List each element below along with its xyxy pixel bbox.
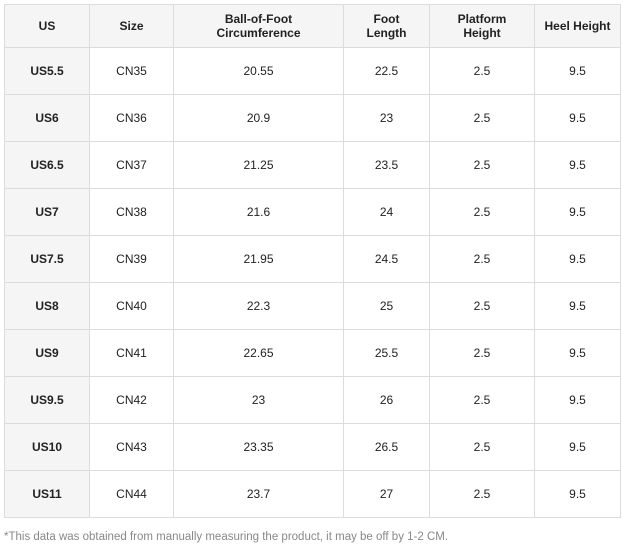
us-size-cell: US6 <box>4 94 90 142</box>
header-cell: Foot Length <box>343 4 430 48</box>
header-row: US Size Ball-of-Foot Circumference Foot Len… <box>4 4 621 48</box>
header-cell: Ball-of-Foot Circumference <box>173 4 344 48</box>
us-size-cell: US9.5 <box>4 376 90 424</box>
table-cell: 2.5 <box>429 94 535 142</box>
table-row: US6.5 CN37 21.25 23.5 2.5 9.5 <box>4 141 621 189</box>
footnote: *This data was obtained from manually me… <box>4 531 449 543</box>
table-cell: 25 <box>343 282 430 330</box>
table-cell: 2.5 <box>429 141 535 189</box>
header-cell: Platform Height <box>429 4 535 48</box>
table-cell: 2.5 <box>429 235 535 283</box>
header-cell: US <box>4 4 90 48</box>
table-cell: 2.5 <box>429 329 535 377</box>
table-cell: 2.5 <box>429 376 535 424</box>
table-cell: 21.95 <box>173 235 344 283</box>
table-row: US10 CN43 23.35 26.5 2.5 9.5 <box>4 423 621 471</box>
table-cell: CN35 <box>89 47 174 95</box>
us-size-cell: US11 <box>4 470 90 518</box>
table-cell: CN40 <box>89 282 174 330</box>
table-cell: 23.35 <box>173 423 344 471</box>
table-cell: 9.5 <box>534 470 621 518</box>
size-table: US Size Ball-of-Foot Circumference Foot Len… <box>4 4 621 518</box>
header-cell: Heel Height <box>534 4 621 48</box>
table-cell: CN44 <box>89 470 174 518</box>
table-row: US5.5 CN35 20.55 22.5 2.5 9.5 <box>4 47 621 95</box>
header-text: US <box>38 19 56 33</box>
table-row: US7 CN38 21.6 24 2.5 9.5 <box>4 188 621 236</box>
table-cell: 9.5 <box>534 376 621 424</box>
table-cell: 2.5 <box>429 47 535 95</box>
header-text: Platform Height <box>457 12 507 40</box>
table-cell: 9.5 <box>534 235 621 283</box>
table-cell: 25.5 <box>343 329 430 377</box>
table-cell: CN38 <box>89 188 174 236</box>
table-cell: 9.5 <box>534 423 621 471</box>
table-cell: 9.5 <box>534 94 621 142</box>
table-cell: 24 <box>343 188 430 236</box>
table-cell: CN39 <box>89 235 174 283</box>
table-cell: 9.5 <box>534 329 621 377</box>
table-cell: 9.5 <box>534 141 621 189</box>
table-cell: CN43 <box>89 423 174 471</box>
table-cell: CN41 <box>89 329 174 377</box>
table-cell: 23.7 <box>173 470 344 518</box>
table-cell: 24.5 <box>343 235 430 283</box>
us-size-cell: US6.5 <box>4 141 90 189</box>
table-cell: 9.5 <box>534 282 621 330</box>
table-cell: CN37 <box>89 141 174 189</box>
table-cell: 27 <box>343 470 430 518</box>
table-cell: 2.5 <box>429 282 535 330</box>
header-cell: Size <box>89 4 174 48</box>
table-row: US9 CN41 22.65 25.5 2.5 9.5 <box>4 329 621 377</box>
table-cell: 2.5 <box>429 188 535 236</box>
table-cell: 23.5 <box>343 141 430 189</box>
table-cell: 2.5 <box>429 470 535 518</box>
table-cell: 26.5 <box>343 423 430 471</box>
table-cell: 9.5 <box>534 188 621 236</box>
table-cell: CN36 <box>89 94 174 142</box>
us-size-cell: US10 <box>4 423 90 471</box>
header-text: Heel Height <box>544 19 611 33</box>
table-cell: 22.3 <box>173 282 344 330</box>
us-size-cell: US9 <box>4 329 90 377</box>
table-row: US7.5 CN39 21.95 24.5 2.5 9.5 <box>4 235 621 283</box>
table-body: US5.5 CN35 20.55 22.5 2.5 9.5 US6 CN36 20.9 23 2.5… <box>4 47 621 518</box>
table-row: US11 CN44 23.7 27 2.5 9.5 <box>4 470 621 518</box>
header-text: Foot Length <box>366 12 407 40</box>
table-cell: 21.6 <box>173 188 344 236</box>
table-cell: CN42 <box>89 376 174 424</box>
table-row: US6 CN36 20.9 23 2.5 9.5 <box>4 94 621 142</box>
table-cell: 20.9 <box>173 94 344 142</box>
table-cell: 23 <box>343 94 430 142</box>
table-cell: 2.5 <box>429 423 535 471</box>
table-cell: 21.25 <box>173 141 344 189</box>
table-cell: 9.5 <box>534 47 621 95</box>
table-row: US8 CN40 22.3 25 2.5 9.5 <box>4 282 621 330</box>
header-text: Ball-of-Foot Circumference <box>216 12 301 40</box>
table-cell: 20.55 <box>173 47 344 95</box>
table-cell: 22.5 <box>343 47 430 95</box>
table-cell: 23 <box>173 376 344 424</box>
us-size-cell: US5.5 <box>4 47 90 95</box>
table-cell: 22.65 <box>173 329 344 377</box>
us-size-cell: US7 <box>4 188 90 236</box>
us-size-cell: US7.5 <box>4 235 90 283</box>
us-size-cell: US8 <box>4 282 90 330</box>
table-row: US9.5 CN42 23 26 2.5 9.5 <box>4 376 621 424</box>
table-cell: 26 <box>343 376 430 424</box>
header-text: Size <box>119 19 144 33</box>
